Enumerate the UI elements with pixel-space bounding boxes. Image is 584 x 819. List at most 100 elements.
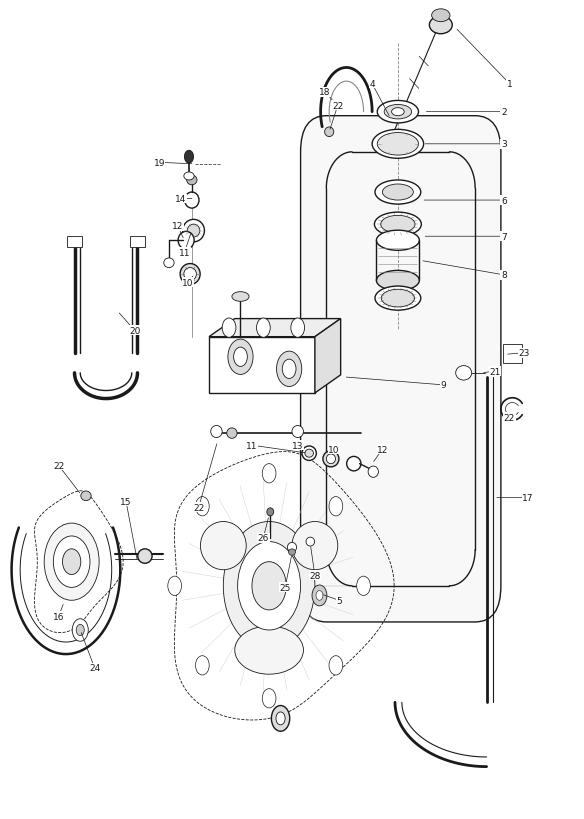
Ellipse shape [325,128,334,138]
Ellipse shape [183,220,204,242]
Circle shape [223,522,315,650]
Ellipse shape [138,550,152,563]
Text: 1: 1 [506,80,512,89]
Text: 18: 18 [319,88,331,97]
Text: 26: 26 [258,533,269,542]
Circle shape [44,523,99,600]
Polygon shape [315,319,340,393]
Text: 28: 28 [309,571,321,580]
Circle shape [272,706,290,731]
Text: 20: 20 [129,326,140,335]
Ellipse shape [200,522,246,570]
Text: 22: 22 [193,503,204,512]
Circle shape [77,625,84,636]
Ellipse shape [185,192,199,209]
Polygon shape [67,237,82,248]
Circle shape [228,340,253,375]
Circle shape [252,562,286,610]
Ellipse shape [267,509,274,516]
Ellipse shape [375,287,420,310]
Ellipse shape [306,537,315,546]
Text: 4: 4 [369,80,375,89]
Ellipse shape [377,231,419,251]
Ellipse shape [392,108,404,116]
Circle shape [62,550,81,575]
Text: 11: 11 [179,248,190,257]
Ellipse shape [323,451,339,468]
Circle shape [291,319,305,338]
Polygon shape [130,237,145,248]
Text: 13: 13 [292,441,304,450]
Text: 8: 8 [501,271,507,280]
Text: 7: 7 [501,233,507,242]
Circle shape [168,577,182,595]
Text: 11: 11 [246,441,258,450]
Text: 6: 6 [501,197,507,206]
Ellipse shape [211,426,222,438]
Circle shape [329,656,343,675]
Ellipse shape [288,550,296,555]
Text: 25: 25 [280,583,291,592]
Text: 5: 5 [336,596,342,605]
Ellipse shape [184,173,194,181]
Ellipse shape [292,522,338,570]
Ellipse shape [384,106,412,120]
Ellipse shape [178,232,194,250]
Text: 9: 9 [441,381,447,390]
Ellipse shape [187,176,197,186]
Ellipse shape [377,133,419,156]
Ellipse shape [302,446,317,461]
Circle shape [262,464,276,483]
Text: 14: 14 [175,195,186,204]
Text: 2: 2 [501,108,506,117]
Circle shape [312,586,327,606]
Ellipse shape [187,225,200,238]
Text: 21: 21 [489,367,501,376]
Ellipse shape [372,130,423,159]
Ellipse shape [375,181,420,205]
Circle shape [262,689,276,708]
Text: 19: 19 [154,159,165,168]
Text: 22: 22 [504,413,515,422]
Ellipse shape [235,627,304,674]
Ellipse shape [164,259,174,269]
Ellipse shape [305,450,314,458]
Ellipse shape [227,428,237,439]
Ellipse shape [383,185,413,201]
Ellipse shape [368,467,378,477]
Ellipse shape [374,213,421,237]
Ellipse shape [377,102,419,124]
Text: 15: 15 [120,497,132,506]
Ellipse shape [232,292,249,302]
Circle shape [196,656,209,675]
Ellipse shape [429,17,452,34]
Ellipse shape [381,216,415,233]
Text: 23: 23 [518,349,530,358]
Text: 10: 10 [182,278,193,287]
Circle shape [277,351,302,387]
Ellipse shape [185,151,193,164]
Circle shape [316,590,323,600]
Circle shape [276,712,285,725]
FancyBboxPatch shape [503,345,522,364]
Ellipse shape [456,366,472,381]
Text: 12: 12 [172,222,183,231]
Circle shape [238,542,301,631]
Circle shape [53,536,90,588]
Circle shape [256,319,270,338]
Ellipse shape [81,491,91,501]
Text: 24: 24 [89,663,100,672]
Circle shape [282,360,296,379]
Text: 22: 22 [332,102,343,111]
Polygon shape [209,337,315,393]
Circle shape [329,497,343,516]
FancyBboxPatch shape [301,116,501,622]
Text: 3: 3 [501,140,507,149]
Polygon shape [209,319,340,337]
Ellipse shape [180,265,200,285]
Ellipse shape [292,426,304,438]
Ellipse shape [184,269,196,281]
Circle shape [72,619,88,641]
Text: 17: 17 [522,493,534,502]
Circle shape [196,497,209,516]
